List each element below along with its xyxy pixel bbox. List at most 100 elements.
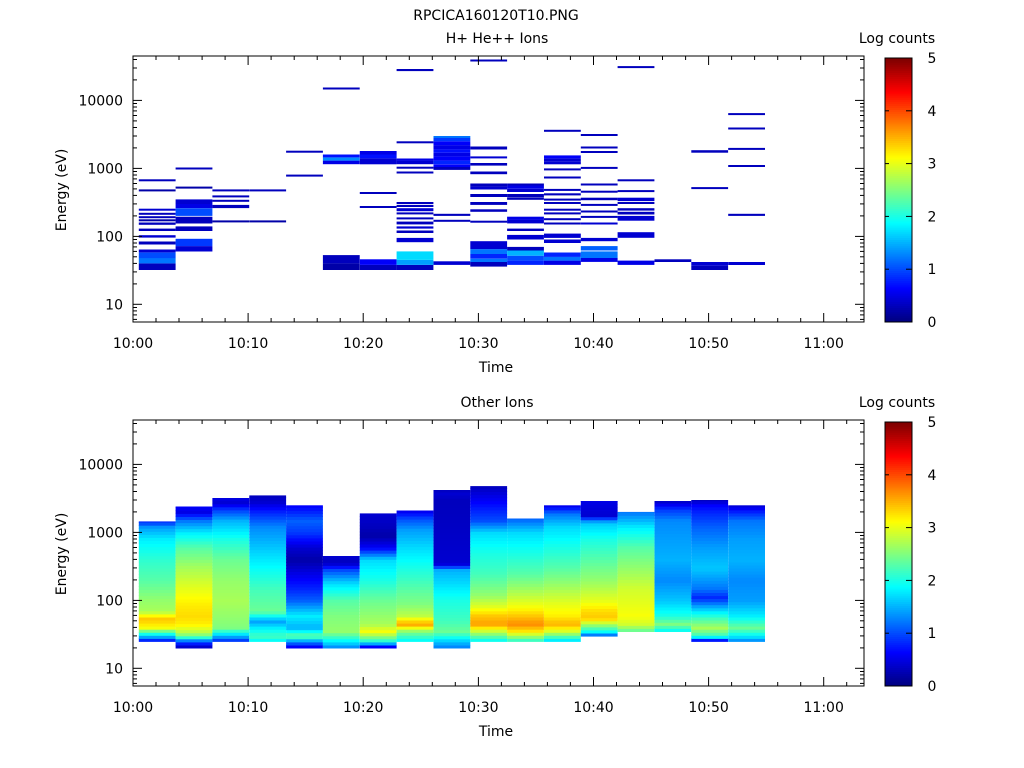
- count-cell: [691, 619, 729, 624]
- colorbar-tick-label: 3: [928, 521, 937, 537]
- colorbar-swatch: [885, 317, 912, 321]
- count-cell: [470, 249, 508, 254]
- count-cell: [396, 638, 434, 642]
- count-cell: [580, 246, 618, 251]
- count-cell: [249, 577, 287, 581]
- count-cell: [433, 565, 471, 569]
- count-cell: [322, 589, 360, 594]
- colorbar-swatch: [885, 278, 912, 282]
- count-cell: [654, 551, 692, 556]
- count-cell: [728, 635, 765, 639]
- count-cell: [470, 607, 508, 612]
- count-cell: [470, 586, 508, 590]
- count-cell: [322, 556, 360, 560]
- count-cell: [322, 635, 360, 640]
- colorbar-swatch: [885, 529, 912, 532]
- count-cell: [507, 629, 544, 633]
- count-cell: [433, 623, 471, 628]
- count-cell: [728, 506, 765, 511]
- count-cell: [286, 611, 323, 615]
- count-cell: [433, 166, 471, 170]
- count-cell: [286, 598, 323, 603]
- colorbar-swatch: [885, 113, 912, 117]
- count-cell: [138, 638, 176, 642]
- count-cell: [249, 595, 287, 600]
- colorbar-tick-label: 1: [928, 626, 937, 642]
- count-cell: [322, 583, 360, 588]
- y-axis-label: Energy (eV): [54, 149, 70, 232]
- count-cell: [654, 548, 692, 553]
- count-cell: [138, 258, 176, 264]
- count-cell: [433, 160, 471, 165]
- count-cell: [728, 505, 765, 508]
- count-cell: [286, 614, 323, 618]
- count-cell: [470, 183, 508, 187]
- count-cell: [691, 604, 729, 609]
- colorbar-swatch: [885, 488, 912, 491]
- colorbar-swatch: [885, 270, 912, 273]
- count-cell: [728, 518, 765, 523]
- colorbar-swatch: [885, 80, 912, 84]
- colorbar-swatch: [885, 161, 912, 164]
- count-cell: [728, 589, 765, 593]
- colorbar-swatch: [885, 498, 912, 501]
- count-cell: [617, 567, 655, 571]
- count-cell: [691, 509, 729, 514]
- colorbar-swatch: [885, 459, 912, 462]
- count-cell: [507, 567, 544, 572]
- count-cell: [249, 534, 287, 538]
- colorbar-swatch: [885, 220, 912, 224]
- colorbar-swatch: [885, 463, 912, 466]
- colorbar-swatch: [885, 440, 912, 444]
- colorbar-swatch: [885, 262, 912, 265]
- count-cell: [396, 552, 434, 557]
- colorbar-swatch: [885, 144, 912, 148]
- count-cell: [175, 528, 213, 533]
- count-cell: [580, 215, 618, 218]
- count-cell: [212, 525, 250, 529]
- colorbar-swatch: [885, 638, 912, 642]
- colorbar-swatch: [885, 249, 912, 253]
- colorbar-swatch: [885, 134, 912, 137]
- count-cell: [433, 490, 471, 493]
- count-cell: [544, 512, 581, 517]
- count-cell: [470, 163, 508, 166]
- count-cell: [728, 567, 765, 572]
- colorbar-swatch: [885, 448, 912, 452]
- count-cell: [654, 564, 692, 568]
- count-cell: [580, 602, 618, 606]
- count-cell: [507, 598, 544, 603]
- count-cell: [728, 558, 765, 563]
- count-cell: [433, 595, 471, 600]
- count-cell: [617, 533, 655, 538]
- count-cell: [617, 619, 655, 623]
- count-cell: [617, 232, 655, 238]
- count-cell: [544, 577, 581, 581]
- count-cell: [286, 635, 323, 640]
- count-cell: [470, 589, 508, 593]
- count-cell: [544, 604, 581, 609]
- count-cell: [654, 533, 692, 538]
- count-cell: [654, 515, 692, 519]
- count-cell: [138, 241, 176, 245]
- colorbar-swatch: [885, 483, 912, 487]
- count-cell: [212, 199, 250, 202]
- count-cell: [359, 206, 397, 208]
- count-cell: [691, 601, 729, 606]
- count-cell: [138, 632, 176, 636]
- count-cell: [544, 540, 581, 544]
- count-cell: [544, 518, 581, 523]
- count-cell: [359, 534, 397, 539]
- count-cell: [617, 573, 655, 577]
- colorbar-swatch: [885, 461, 912, 464]
- count-cell: [175, 602, 213, 606]
- count-cell: [544, 546, 581, 551]
- count-cell: [507, 183, 544, 186]
- colorbar-swatch: [885, 490, 912, 493]
- colorbar-swatch: [885, 169, 912, 172]
- count-cell: [433, 611, 471, 615]
- count-cell: [691, 531, 729, 535]
- count-cell: [544, 607, 581, 612]
- count-cell: [470, 540, 508, 544]
- count-cell: [359, 531, 397, 536]
